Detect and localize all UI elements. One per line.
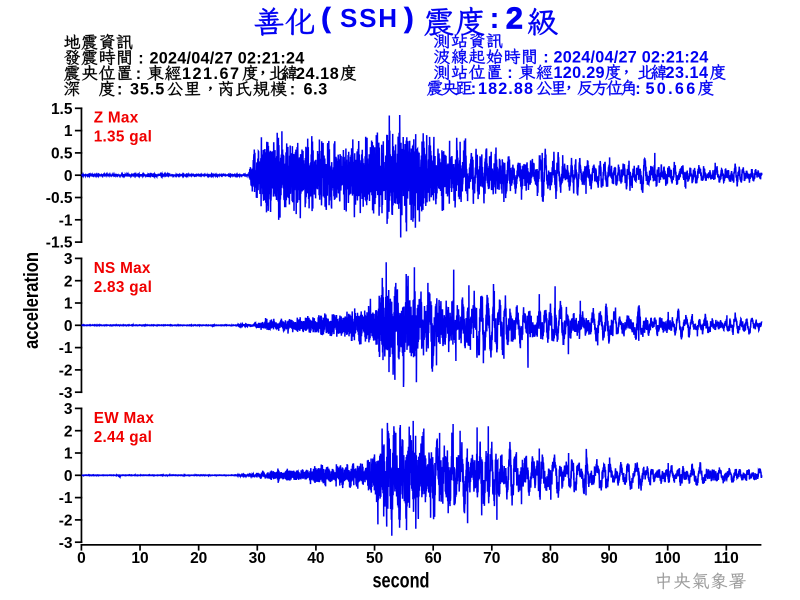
svg-text:35.5: 35.5 [130, 81, 165, 99]
svg-text:182.88: 182.88 [478, 80, 534, 98]
svg-text:50: 50 [366, 550, 383, 567]
svg-text:EW Max: EW Max [94, 410, 155, 427]
svg-text:50.66: 50.66 [646, 80, 698, 98]
svg-text:30: 30 [249, 550, 266, 567]
svg-text::: : [490, 2, 500, 35]
svg-text:(: ( [321, 2, 331, 33]
svg-text:Z Max: Z Max [94, 110, 139, 127]
svg-text:2024/04/27 02:21:24: 2024/04/27 02:21:24 [554, 49, 709, 67]
svg-text:-1: -1 [59, 212, 73, 229]
svg-text:-1.5: -1.5 [46, 235, 73, 252]
svg-text:-3: -3 [59, 535, 73, 552]
svg-text:2: 2 [506, 0, 523, 35]
svg-text::: : [507, 64, 512, 82]
svg-text:120.29: 120.29 [554, 64, 605, 82]
svg-text:23.14: 23.14 [666, 64, 709, 82]
svg-text:NS Max: NS Max [94, 260, 151, 277]
svg-text:SSH: SSH [340, 3, 399, 33]
svg-text:3: 3 [64, 251, 73, 268]
svg-text:0.5: 0.5 [51, 146, 73, 163]
svg-text:0: 0 [64, 168, 73, 185]
svg-text:2.44 gal: 2.44 gal [94, 429, 153, 446]
svg-text::: : [635, 80, 640, 98]
svg-text:6.3: 6.3 [304, 81, 328, 99]
svg-text::: : [471, 80, 476, 98]
svg-text:-0.5: -0.5 [46, 190, 73, 207]
svg-text:100: 100 [655, 550, 681, 567]
svg-text:1: 1 [64, 296, 73, 313]
svg-text:2: 2 [64, 273, 73, 290]
svg-text:-2: -2 [59, 513, 73, 530]
svg-text:): ) [404, 2, 413, 33]
svg-text:121.67: 121.67 [182, 65, 241, 83]
svg-text::: : [290, 81, 295, 99]
svg-text:1.5: 1.5 [51, 101, 73, 118]
svg-text:3: 3 [64, 401, 73, 418]
svg-text:110: 110 [714, 550, 739, 567]
svg-text:acceleration: acceleration [21, 252, 43, 349]
svg-text:1.35 gal: 1.35 gal [94, 129, 153, 146]
svg-text:24.18: 24.18 [296, 65, 339, 83]
svg-text:2024/04/27 02:21:24: 2024/04/27 02:21:24 [150, 49, 305, 67]
svg-text:0: 0 [64, 468, 73, 485]
svg-text:0: 0 [77, 550, 86, 567]
svg-text:-2: -2 [59, 363, 73, 380]
svg-text:70: 70 [483, 550, 500, 567]
svg-text:-1: -1 [59, 490, 73, 507]
svg-text:20: 20 [190, 550, 207, 567]
svg-text:-3: -3 [59, 385, 73, 402]
svg-text:2: 2 [64, 423, 73, 440]
svg-text:second: second [373, 570, 430, 593]
svg-text:90: 90 [600, 550, 617, 567]
svg-text:1: 1 [64, 446, 73, 463]
svg-text:0: 0 [64, 318, 73, 335]
svg-text:60: 60 [425, 550, 442, 567]
svg-text::: : [543, 49, 548, 67]
svg-text:-1: -1 [59, 340, 73, 357]
svg-text::: : [136, 65, 141, 83]
svg-text::: : [117, 81, 122, 99]
svg-text::: : [138, 49, 143, 67]
svg-text:2.83 gal: 2.83 gal [94, 279, 153, 296]
svg-text:1: 1 [64, 123, 73, 140]
svg-text:80: 80 [542, 550, 559, 567]
svg-text:10: 10 [131, 550, 148, 567]
svg-text:40: 40 [307, 550, 324, 567]
